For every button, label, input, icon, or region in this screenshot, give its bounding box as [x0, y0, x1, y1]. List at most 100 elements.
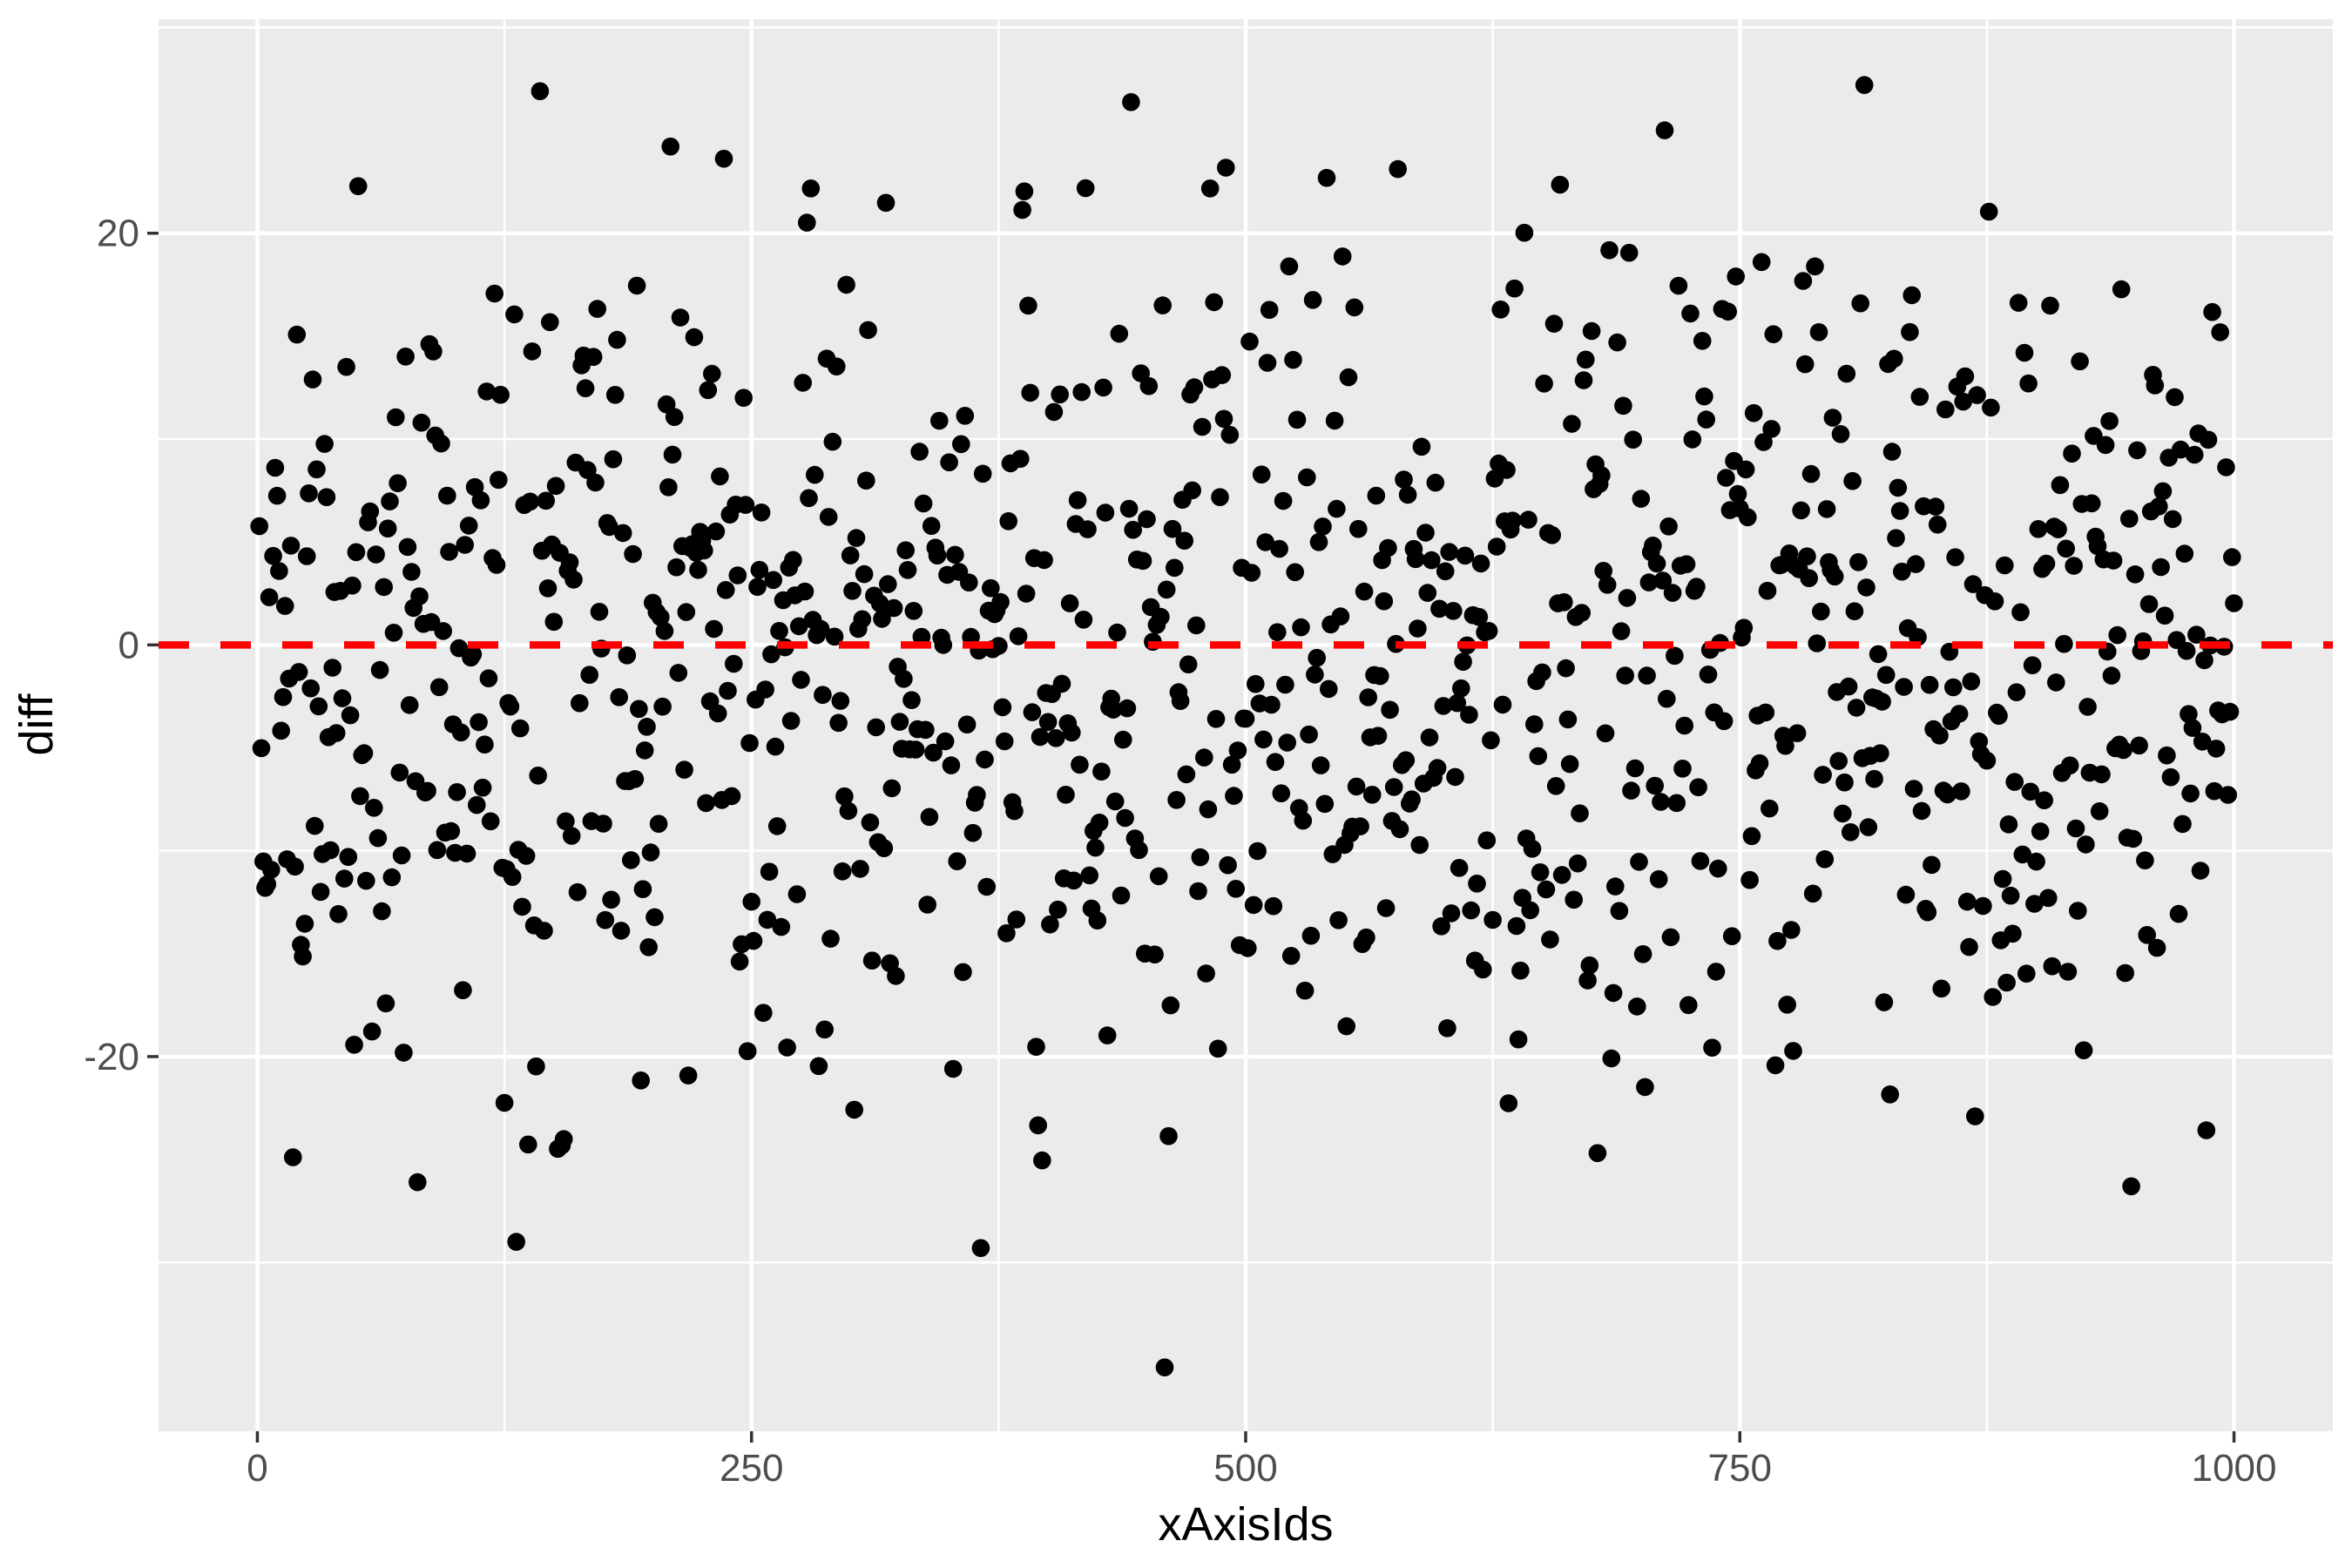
data-point [1311, 756, 1330, 774]
data-point [1675, 716, 1693, 735]
data-point [740, 733, 759, 753]
data-point [476, 735, 494, 754]
data-point [384, 624, 403, 642]
data-point [485, 284, 504, 303]
data-point [2009, 294, 2028, 312]
data-point [1950, 705, 1969, 723]
data-point [1740, 870, 1759, 889]
data-point [914, 494, 933, 513]
data-point [1687, 578, 1706, 596]
data-point [368, 828, 388, 848]
data-point [1974, 896, 1992, 916]
axis-tick-labels: 0 250 500 750 1000 -20 0 20 [84, 213, 2276, 1490]
data-point [1256, 533, 1274, 551]
data-point [976, 750, 994, 769]
data-point [1468, 875, 1486, 893]
data-point [2027, 852, 2045, 871]
data-point [1384, 778, 1403, 796]
data-point [1714, 712, 1734, 731]
data-point [2175, 544, 2194, 563]
data-point [1531, 863, 1550, 882]
data-point [1871, 744, 1889, 762]
data-point [890, 713, 909, 731]
data-point [1063, 723, 1081, 742]
data-point [671, 308, 690, 327]
data-point [2069, 902, 2087, 920]
data-point [409, 1173, 427, 1192]
data-point [2177, 641, 2196, 660]
data-point [1885, 349, 1903, 368]
data-point [879, 575, 897, 593]
data-point [1982, 398, 2000, 417]
data-point [1795, 355, 1815, 374]
data-point [1254, 730, 1273, 749]
data-point [479, 669, 498, 687]
data-point [1398, 485, 1417, 504]
data-point [1292, 618, 1310, 637]
data-point [766, 737, 785, 756]
data-point [1612, 622, 1631, 640]
data-point [1823, 409, 1842, 427]
data-point [1619, 243, 1639, 262]
data-point [1068, 490, 1087, 510]
data-point [1019, 296, 1037, 315]
data-point [1632, 490, 1651, 508]
data-point [1722, 927, 1741, 945]
data-point [1416, 524, 1435, 542]
data-point [2023, 656, 2042, 674]
data-point [1842, 823, 1860, 841]
data-point [1295, 981, 1315, 1000]
data-point [1881, 1085, 1899, 1104]
data-point [1078, 520, 1097, 538]
data-point [1815, 850, 1835, 868]
data-point [1317, 168, 1336, 187]
data-point [2173, 814, 2192, 834]
data-point [823, 432, 842, 451]
data-point [2124, 829, 2143, 848]
data-point [1622, 781, 1640, 800]
data-point [1691, 852, 1710, 870]
data-point [2150, 497, 2168, 516]
data-point [1618, 589, 1637, 607]
data-point [1116, 808, 1134, 828]
data-point [1565, 890, 1583, 909]
data-point [510, 719, 530, 738]
data-point [2195, 651, 2213, 670]
data-point [300, 484, 318, 503]
data-point [351, 787, 369, 806]
data-point [750, 560, 769, 579]
data-point [1337, 1017, 1355, 1036]
data-point [1200, 179, 1220, 198]
data-point [1355, 582, 1374, 601]
data-point [1444, 602, 1463, 620]
data-point [1541, 930, 1559, 949]
data-point [1262, 695, 1281, 714]
data-point [1537, 880, 1556, 899]
data-point [2011, 603, 2030, 622]
data-point [887, 967, 905, 985]
data-point [1474, 960, 1492, 979]
data-point [764, 571, 782, 590]
data-point [1946, 548, 1964, 566]
data-point [544, 612, 564, 632]
data-point [2013, 845, 2032, 864]
data-point [2205, 781, 2224, 801]
data-point [2104, 551, 2123, 570]
data-point [1351, 817, 1369, 835]
data-point [762, 645, 781, 664]
data-point [605, 386, 625, 404]
data-point [1882, 443, 1902, 461]
data-point [1446, 767, 1464, 787]
data-point [1957, 892, 1977, 911]
data-point [395, 1044, 413, 1062]
data-point [2180, 705, 2198, 723]
data-point [473, 778, 492, 797]
x-tick-label: 750 [1708, 1447, 1772, 1490]
data-point [1625, 759, 1645, 778]
data-point [1778, 996, 1796, 1014]
data-point [2082, 494, 2101, 513]
data-point [1376, 899, 1396, 917]
data-point [1920, 675, 1939, 694]
data-point [1499, 1094, 1518, 1112]
